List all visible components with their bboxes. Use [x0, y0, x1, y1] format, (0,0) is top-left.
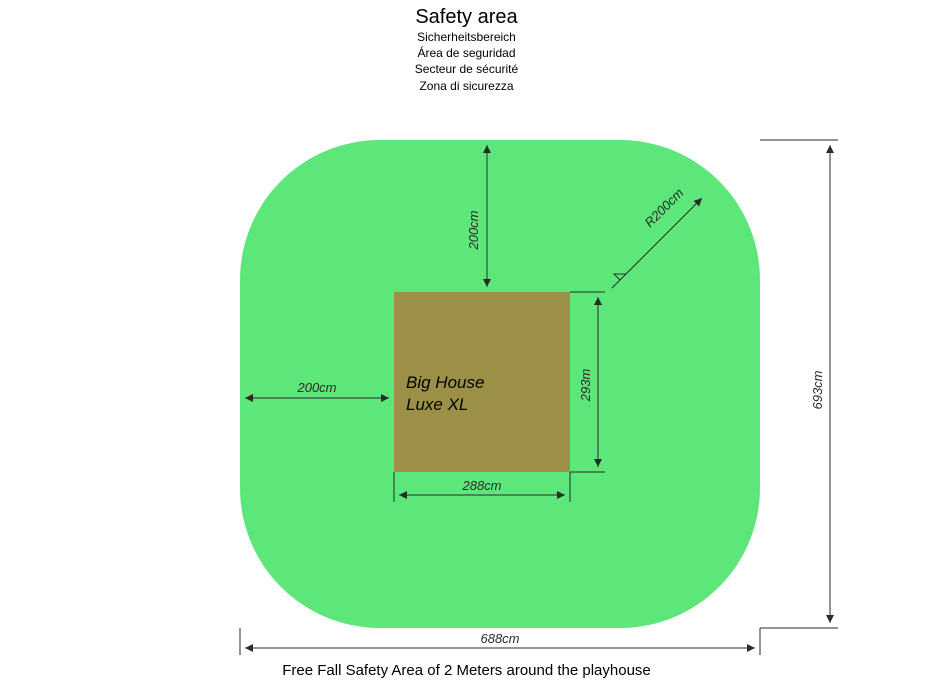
caption: Free Fall Safety Area of 2 Meters around…: [0, 662, 933, 679]
safety-diagram: Big House Luxe XL 200cm 200cm 288cm 293m…: [0, 0, 933, 700]
dim-margin-left-label: 200cm: [296, 380, 336, 395]
house-label-line2: Luxe XL: [406, 395, 468, 414]
dim-total-width-label: 688cm: [480, 631, 519, 646]
dim-house-width-label: 288cm: [461, 478, 501, 493]
dim-house-height-label: 293m: [578, 369, 593, 403]
dim-total-height-label: 693cm: [810, 370, 825, 409]
dim-margin-top-label: 200cm: [466, 210, 481, 250]
house-label-line1: Big House: [406, 373, 484, 392]
